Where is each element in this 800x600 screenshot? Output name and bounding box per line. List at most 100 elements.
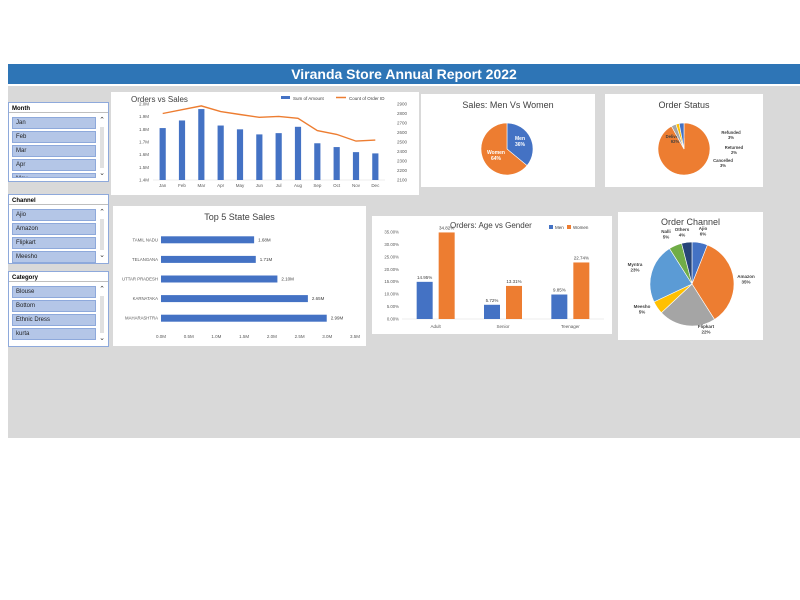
y-tick-label-right: 2100 (397, 178, 408, 183)
slicer-item-month[interactable]: Feb (12, 131, 96, 143)
slice-value-label: 22% (701, 330, 710, 335)
y-tick-label-right: 2300 (397, 159, 408, 164)
x-tick-label: 0.0M (156, 334, 166, 339)
legend-label: Sum of Amount (293, 96, 325, 101)
y-tick-label: 10.00% (384, 292, 399, 297)
slicer-item-month[interactable]: Mar (12, 145, 96, 157)
chart-title: Order Channel (660, 217, 721, 227)
slice-label: Men (515, 136, 525, 142)
chevron-up-icon[interactable]: ⌃ (99, 286, 105, 293)
bar-sum-amount (236, 129, 244, 180)
data-label: 13.31% (506, 279, 521, 284)
y-tick-label-left: 1.7M (139, 140, 149, 145)
orders-vs-sales-chart: Sum of Amount Count of Order ID 1.4M 1.5M… (139, 96, 408, 188)
x-tick-label: 3.0M (322, 334, 332, 339)
chevron-down-icon[interactable]: ⌄ (99, 170, 105, 177)
slice-value-label: 4% (679, 233, 686, 238)
y-tick-label: TELANGANA (132, 257, 158, 262)
slicer-item-month[interactable]: May (12, 173, 96, 178)
slicer-item-channel[interactable]: Amazon (12, 223, 96, 235)
pie-slice-others (681, 241, 693, 285)
y-tick-label-left: 2.0M (139, 102, 149, 107)
scroll-track[interactable] (100, 127, 104, 168)
y-tick-label: 5.00% (387, 304, 399, 309)
chevron-down-icon[interactable]: ⌄ (99, 252, 105, 259)
slicer-item-channel[interactable]: Meesho (12, 251, 96, 263)
slicer-item-channel[interactable]: Ajio (12, 209, 96, 221)
slice-value-label: 36% (515, 142, 526, 148)
chart-title: Orders vs Sales (131, 95, 188, 104)
channel-slicer: Channel Ajio Amazon Flipkart Meesho ⌃ ⌄ (8, 194, 109, 264)
legend-label: Count of Order ID (349, 96, 385, 101)
y-tick-label-right: 2600 (397, 130, 408, 135)
y-tick-label: 35.00% (384, 230, 399, 235)
x-tick-label: Jul (276, 183, 282, 188)
chevron-down-icon[interactable]: ⌄ (99, 335, 105, 342)
x-tick-label: 1.5M (239, 334, 249, 339)
legend: Men Women (549, 225, 589, 230)
bar-sum-amount (198, 109, 205, 180)
chart-title: Order Status (658, 100, 710, 110)
x-tick-label: May (236, 183, 245, 188)
slice-label: Myntra (628, 262, 643, 267)
bar-state-sales (161, 275, 278, 283)
order-channel-card: Order Channel Ajio 6% Amazon 35% Flipkart 22%… (618, 212, 763, 340)
slice-label: Ajio (699, 226, 708, 231)
chevron-up-icon[interactable]: ⌃ (99, 117, 105, 124)
bar-sum-amount (275, 133, 282, 180)
scrollbar[interactable]: ⌃ ⌄ (98, 209, 106, 260)
slice-label: Others (675, 227, 690, 232)
pie-slice-amazon (691, 244, 735, 320)
chart-title: Orders: Age vs Gender (450, 221, 532, 230)
orders-age-gender-card: Orders: Age vs Gender Men Women 0.00% 5.0… (372, 216, 612, 334)
y-tick-label: 0.00% (387, 317, 399, 322)
slicer-item-month[interactable]: Jan (12, 117, 96, 129)
slice-value-label: 5% (639, 310, 646, 315)
scrollbar[interactable]: ⌃ ⌄ (98, 117, 106, 178)
bar-men (416, 281, 433, 319)
slicer-list: Jan Feb Mar Apr May (12, 117, 96, 180)
x-tick-label: 3.5M (350, 334, 360, 339)
data-label: 2.65M (312, 296, 325, 301)
data-label: 5.72% (486, 298, 499, 303)
slicer-item-month[interactable]: Apr (12, 159, 96, 171)
chevron-up-icon[interactable]: ⌃ (99, 209, 105, 216)
pie-slice-men (506, 122, 534, 166)
chart-title: Sales: Men Vs Women (462, 100, 554, 110)
scroll-track[interactable] (100, 296, 104, 333)
x-tick-label: Sep (313, 183, 322, 188)
slice-label: Women (487, 150, 505, 156)
y-tick-label-left: 1.9M (139, 114, 149, 119)
pie-slice-women (480, 122, 528, 176)
x-tick-label: Jan (159, 183, 167, 188)
legend-swatch-men (549, 225, 553, 229)
slicer-item-category[interactable]: Blouse (12, 286, 96, 298)
slicer-item-category[interactable]: kurta (12, 328, 96, 340)
legend-swatch-sum-amount (281, 96, 290, 99)
bar-sum-amount (372, 153, 379, 180)
x-tick-label: Jun (256, 183, 264, 188)
slicer-item-category[interactable]: Bottom (12, 300, 96, 312)
bar-women (573, 262, 590, 319)
x-tick-label: Nov (352, 183, 361, 188)
order-status-chart: Delivered92%Refunded3%Returned2%Cancelle… (657, 122, 744, 176)
slicer-item-channel[interactable]: Flipkart (12, 237, 96, 249)
bar-sum-amount (333, 147, 340, 180)
data-label: 1.71M (260, 257, 273, 262)
y-tick-label-right: 2400 (397, 149, 408, 154)
y-tick-label: 30.00% (384, 242, 399, 247)
month-slicer: Month Jan Feb Mar Apr May ⌃ ⌄ (8, 102, 109, 182)
scroll-track[interactable] (100, 219, 104, 250)
scrollbar[interactable]: ⌃ ⌄ (98, 286, 106, 343)
slice-label: Flipkart (698, 324, 715, 329)
y-tick-label: UTTAR PRADESH (122, 277, 158, 282)
legend-label: Women (573, 225, 589, 230)
slicer-item-category[interactable]: Ethnic Dress (12, 314, 96, 326)
y-tick-label-right: 2700 (397, 121, 408, 126)
slice-label: Meesho (634, 304, 651, 309)
pie-slice-cancelled (678, 122, 685, 150)
bar-men (551, 294, 568, 319)
x-tick-label: Feb (178, 183, 186, 188)
data-label: 14.95% (417, 275, 432, 280)
